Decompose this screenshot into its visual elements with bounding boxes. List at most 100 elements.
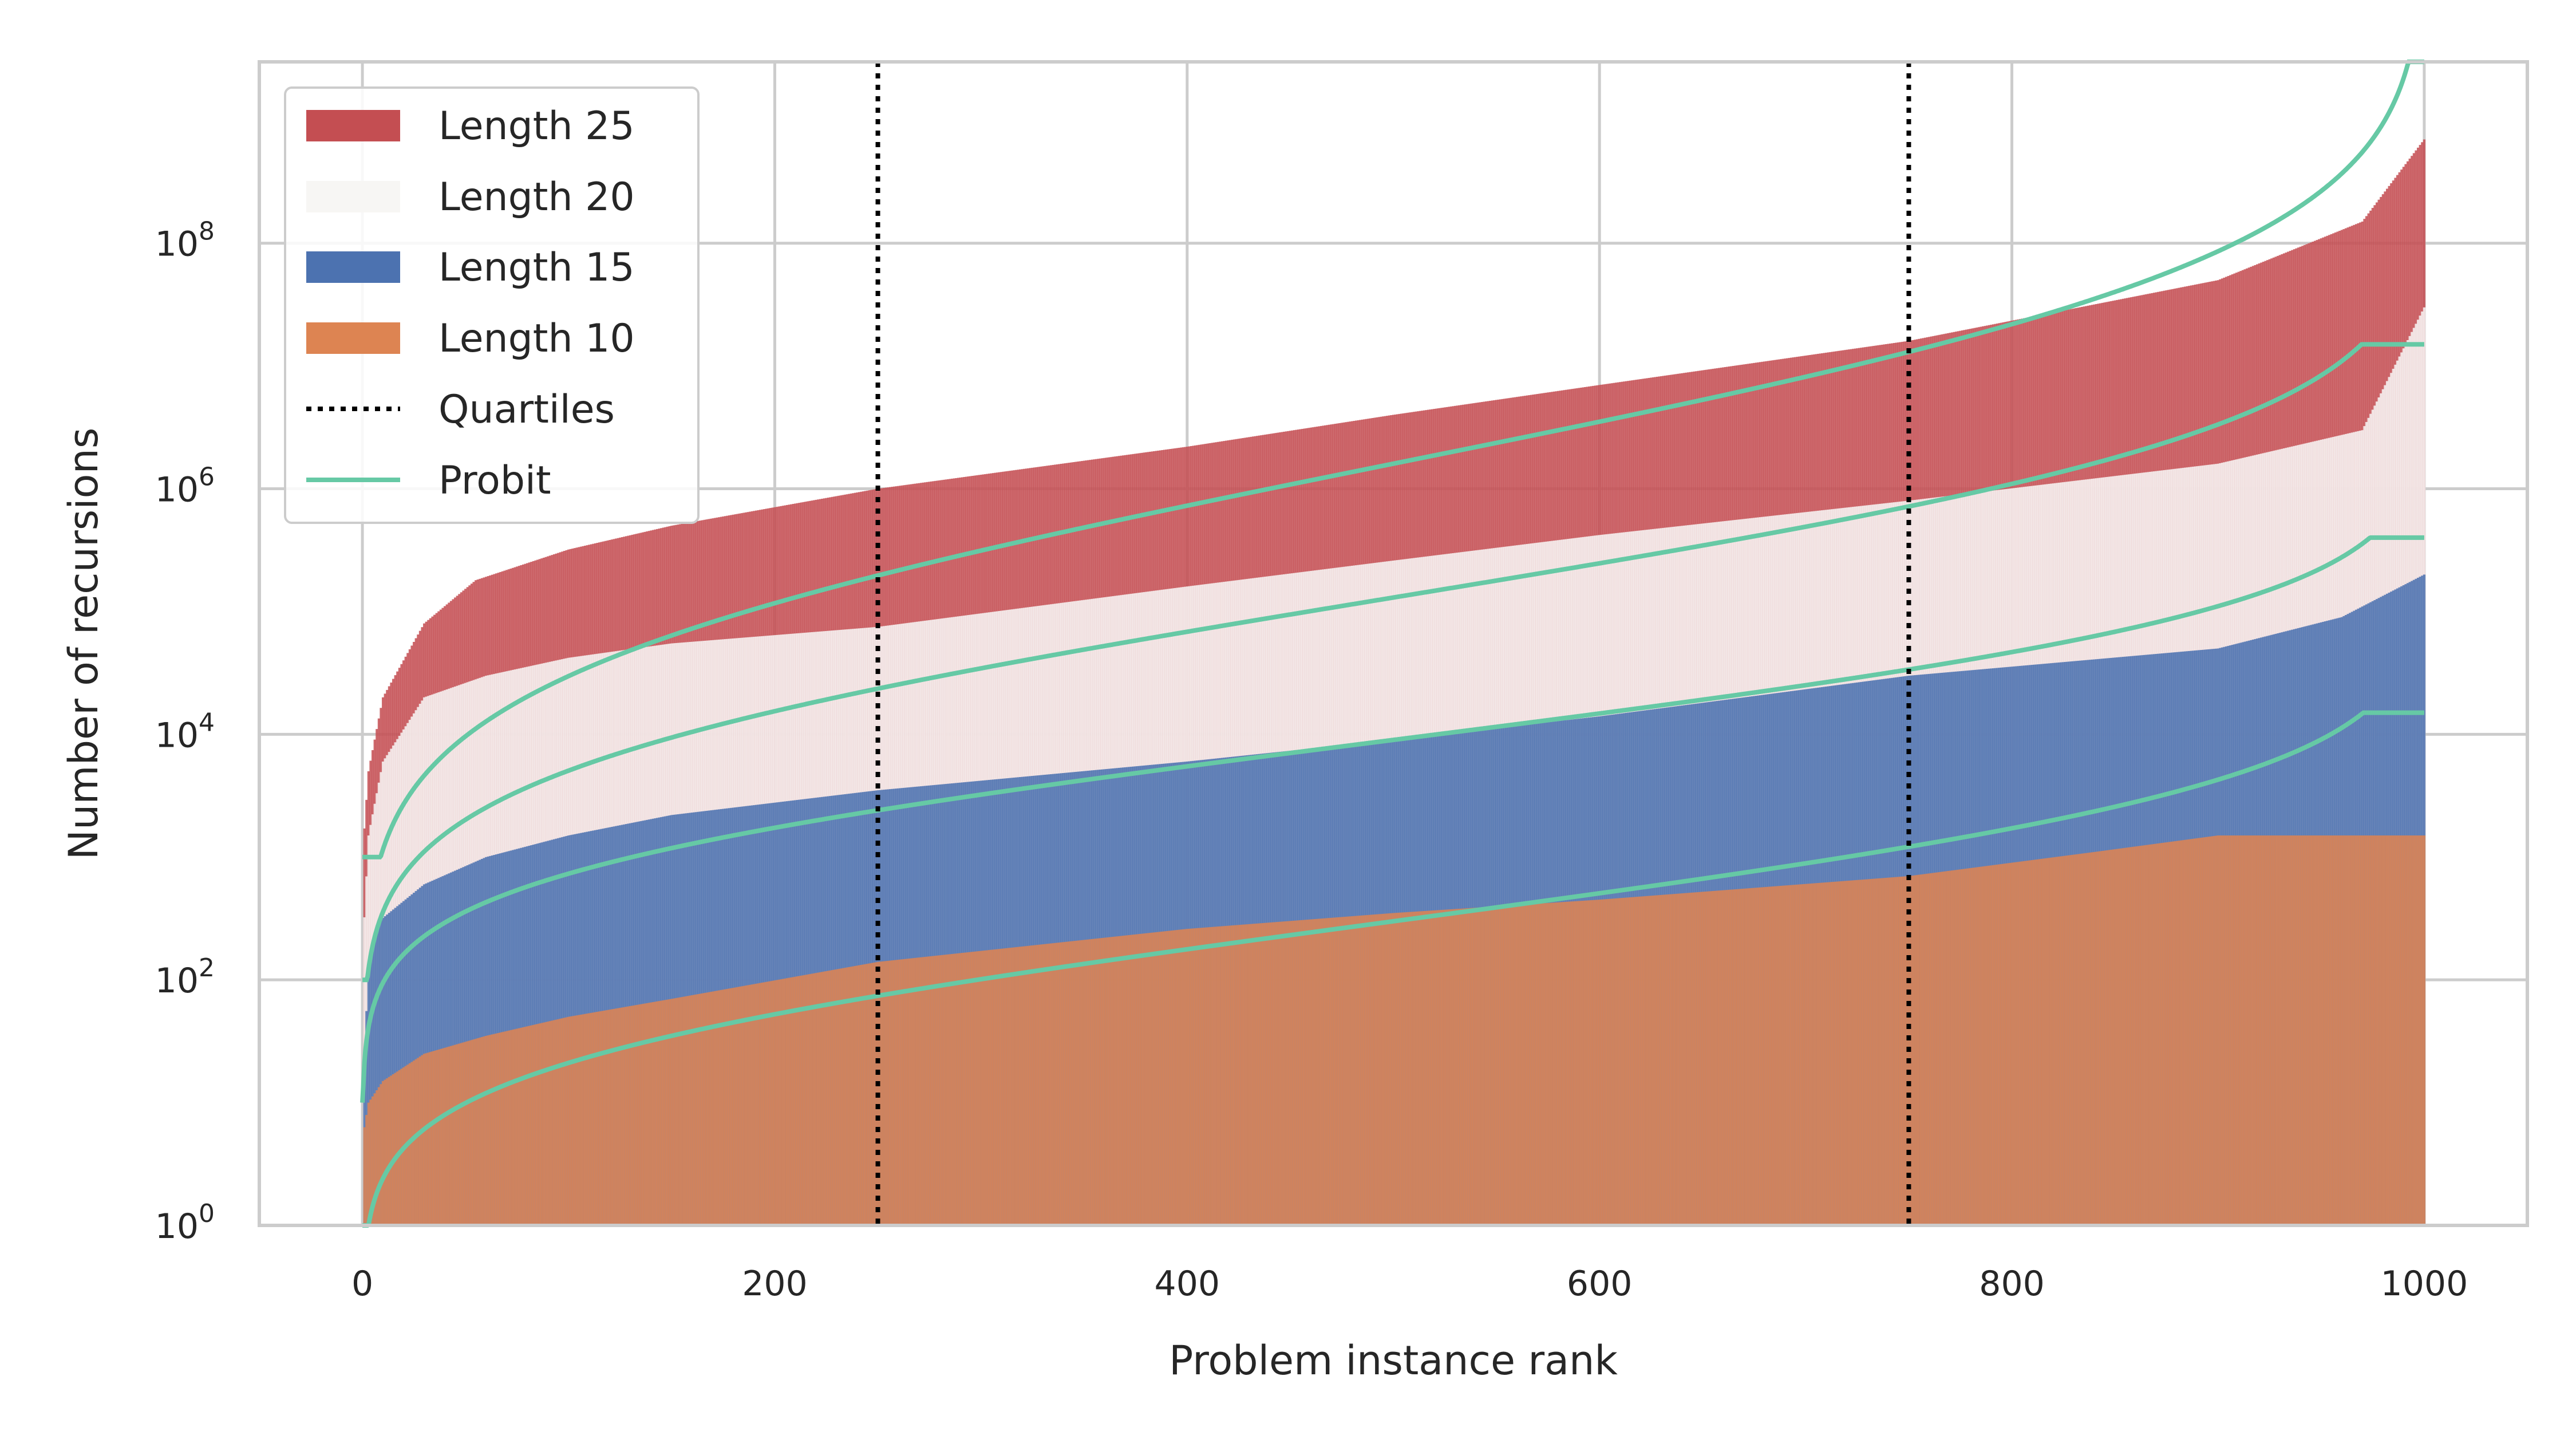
bar (1396, 913, 1399, 1225)
bar (485, 1035, 488, 1225)
bar (2287, 835, 2290, 1225)
bar (672, 998, 675, 1225)
bar (1744, 888, 1748, 1225)
bar (1037, 944, 1040, 1225)
bar (394, 1073, 397, 1225)
bar (583, 1014, 587, 1225)
bar (685, 996, 688, 1225)
bar (767, 981, 770, 1225)
bar (2079, 854, 2081, 1225)
bar (2308, 835, 2310, 1225)
bar (1272, 922, 1275, 1225)
bar (1460, 908, 1463, 1225)
bar (2083, 853, 2085, 1225)
bar (2354, 835, 2358, 1225)
bar (2171, 841, 2174, 1225)
bar (949, 954, 951, 1225)
bar (1713, 890, 1716, 1225)
bar (421, 1055, 424, 1225)
bar (833, 969, 836, 1225)
bar (1192, 928, 1195, 1225)
bar (1522, 904, 1525, 1225)
bar (2217, 835, 2219, 1225)
bar (695, 994, 698, 1225)
bar (2227, 835, 2230, 1225)
bar (1919, 874, 1923, 1225)
bar (829, 970, 832, 1225)
bar (1369, 914, 1372, 1225)
bar (1206, 927, 1209, 1225)
bar (501, 1032, 504, 1225)
bar (1052, 943, 1054, 1225)
bar (1021, 946, 1024, 1225)
bar (1328, 918, 1331, 1225)
bar (1322, 918, 1325, 1225)
bar (1573, 901, 1577, 1225)
series-length-10 (363, 835, 2426, 1225)
bar (1949, 870, 1951, 1225)
bar (821, 972, 824, 1225)
bar (1701, 892, 1704, 1225)
bar (1120, 936, 1123, 1225)
bar (1901, 876, 1904, 1225)
bar (2309, 835, 2312, 1225)
bar (1903, 876, 1906, 1225)
bar (396, 906, 399, 1225)
bar (1647, 896, 1650, 1225)
bar (959, 953, 962, 1225)
bar (891, 960, 894, 1225)
legend-label-length-25: Length 25 (438, 104, 635, 149)
bar (2194, 838, 2197, 1225)
bar (2124, 847, 2127, 1225)
bar (1876, 878, 1879, 1225)
bar (2165, 842, 2168, 1225)
bar (1319, 918, 1323, 1225)
bar (1594, 900, 1597, 1225)
bar (413, 893, 416, 1225)
bar (1136, 934, 1139, 1225)
bar (670, 999, 673, 1225)
bar (1029, 945, 1032, 1225)
bar (1697, 892, 1700, 1225)
bar (1617, 898, 1619, 1225)
bar (418, 1056, 422, 1225)
bar (555, 1019, 558, 1225)
bar (1672, 894, 1675, 1225)
bar (2045, 858, 2048, 1225)
bar (2175, 841, 2178, 1225)
bar (456, 1044, 459, 1225)
bar (1860, 880, 1863, 1225)
bar (1126, 935, 1129, 1225)
bar (846, 967, 848, 1225)
bar (1565, 901, 1568, 1225)
legend-label-length-20: Length 20 (438, 175, 635, 220)
bar (1586, 900, 1589, 1225)
bar (918, 957, 920, 1225)
bar (1394, 913, 1397, 1225)
bar (2035, 859, 2038, 1225)
bar (1330, 917, 1333, 1225)
bar (720, 989, 722, 1225)
bar (1988, 865, 1991, 1225)
bar (509, 1030, 512, 1225)
bar (955, 953, 958, 1225)
bar (596, 1011, 599, 1225)
bar (1212, 926, 1215, 1225)
bar (1200, 928, 1203, 1225)
bar (2000, 864, 2003, 1225)
bar (2313, 835, 2317, 1225)
bar (528, 1026, 531, 1225)
bar (569, 1016, 572, 1225)
bar (712, 991, 714, 1225)
bar (1357, 916, 1360, 1225)
bar (380, 1084, 382, 1225)
bar (1953, 870, 1955, 1225)
x-tick-label: 600 (1567, 1264, 1633, 1304)
bar (1283, 921, 1286, 1225)
bar (852, 966, 855, 1225)
bar (559, 1019, 562, 1225)
bar (1433, 910, 1436, 1225)
bar (1990, 865, 1993, 1225)
bar (2385, 835, 2389, 1225)
